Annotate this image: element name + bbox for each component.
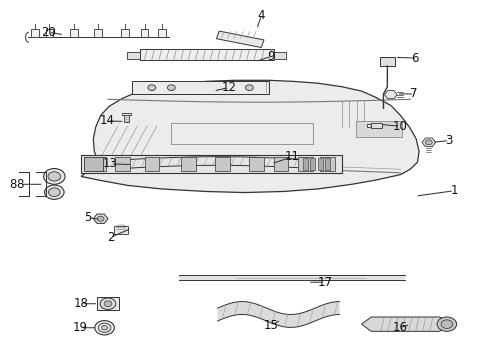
Bar (370, 123, 381, 128)
Circle shape (436, 317, 456, 331)
Bar (181, 157, 195, 171)
Text: 2: 2 (106, 231, 114, 244)
Text: 12: 12 (221, 81, 236, 94)
Circle shape (102, 325, 107, 330)
Bar (310, 158, 315, 170)
Bar (127, 52, 140, 59)
Circle shape (148, 85, 156, 90)
Bar (303, 158, 307, 170)
Circle shape (48, 188, 60, 197)
Bar (379, 57, 394, 66)
Polygon shape (81, 80, 418, 193)
Bar (273, 157, 288, 171)
Bar (83, 157, 103, 171)
Text: 9: 9 (267, 50, 275, 63)
Bar (320, 157, 334, 171)
Bar (45, 30, 53, 37)
Text: 6: 6 (410, 51, 418, 64)
Bar (215, 157, 229, 171)
Bar (121, 30, 129, 37)
Text: 18: 18 (74, 297, 88, 310)
Text: 15: 15 (264, 319, 278, 332)
Bar (91, 157, 105, 171)
Text: 3: 3 (445, 134, 452, 147)
Bar (81, 155, 341, 173)
Bar (249, 157, 264, 171)
Text: 8: 8 (9, 178, 17, 191)
Bar (317, 158, 322, 170)
Text: 16: 16 (392, 321, 407, 334)
Text: 1: 1 (449, 184, 457, 197)
Circle shape (98, 323, 111, 332)
Bar (366, 124, 370, 127)
Polygon shape (421, 138, 435, 147)
Polygon shape (361, 317, 453, 331)
Bar (325, 158, 329, 170)
Bar (132, 81, 268, 94)
Polygon shape (384, 91, 396, 99)
Text: 19: 19 (72, 321, 87, 334)
Circle shape (104, 301, 112, 307)
Bar (355, 121, 401, 137)
Text: 14: 14 (99, 114, 114, 127)
Bar (115, 157, 130, 171)
Bar (144, 157, 159, 171)
Text: 11: 11 (284, 150, 299, 163)
Circle shape (44, 185, 64, 199)
Text: 13: 13 (103, 157, 118, 170)
Text: 8: 8 (17, 178, 24, 191)
Circle shape (167, 85, 175, 90)
Circle shape (43, 168, 65, 184)
Circle shape (48, 172, 61, 181)
Bar (31, 30, 39, 37)
Circle shape (425, 140, 431, 145)
Bar (70, 30, 78, 37)
Bar (94, 30, 102, 37)
Text: 4: 4 (257, 9, 265, 22)
Circle shape (440, 320, 452, 328)
Circle shape (245, 85, 253, 90)
Text: 20: 20 (41, 26, 56, 39)
Bar (97, 297, 119, 310)
Bar (122, 113, 131, 116)
Bar (114, 226, 128, 234)
Bar (273, 52, 285, 59)
Circle shape (95, 320, 114, 335)
Polygon shape (93, 214, 108, 224)
Bar (298, 157, 312, 171)
Bar (158, 30, 165, 37)
Text: 7: 7 (409, 87, 417, 100)
Text: 5: 5 (83, 211, 91, 224)
Circle shape (97, 216, 104, 221)
Text: 10: 10 (392, 120, 407, 133)
Bar (141, 30, 148, 37)
Bar (140, 49, 273, 60)
Bar (123, 114, 129, 122)
Text: 17: 17 (317, 276, 332, 289)
Bar (216, 31, 264, 48)
Circle shape (100, 298, 116, 310)
